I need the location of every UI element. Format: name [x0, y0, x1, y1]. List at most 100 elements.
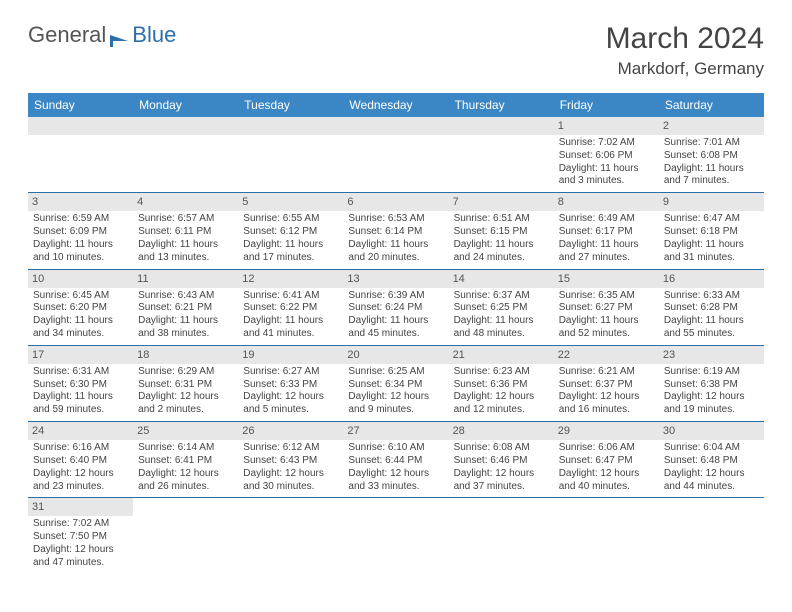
sunset-text: Sunset: 6:20 PM: [33, 302, 128, 315]
daylight-text: and 9 minutes.: [348, 404, 443, 417]
dayhead-sat: Saturday: [659, 93, 764, 117]
daylight-text: Daylight: 12 hours: [348, 391, 443, 404]
calendar: Sunday Monday Tuesday Wednesday Thursday…: [28, 93, 764, 574]
calendar-cell: 10Sunrise: 6:45 AMSunset: 6:20 PMDayligh…: [28, 270, 133, 345]
sunset-text: Sunset: 6:46 PM: [454, 455, 549, 468]
day-number: 10: [28, 270, 133, 288]
daylight-text: and 30 minutes.: [243, 481, 338, 494]
day-number: 21: [449, 346, 554, 364]
daylight-text: and 7 minutes.: [664, 175, 759, 188]
sunrise-text: Sunrise: 6:14 AM: [138, 442, 233, 455]
daylight-text: and 52 minutes.: [559, 328, 654, 341]
page-title: March 2024: [606, 22, 764, 56]
sunrise-text: Sunrise: 6:27 AM: [243, 366, 338, 379]
calendar-cell: [659, 498, 764, 573]
sunrise-text: Sunrise: 6:41 AM: [243, 290, 338, 303]
sunset-text: Sunset: 6:27 PM: [559, 302, 654, 315]
calendar-cell: [449, 117, 554, 192]
sunrise-text: Sunrise: 6:21 AM: [559, 366, 654, 379]
day-number: 13: [343, 270, 448, 288]
calendar-cell: [133, 117, 238, 192]
day-number: 14: [449, 270, 554, 288]
daylight-text: Daylight: 12 hours: [348, 468, 443, 481]
sunset-text: Sunset: 6:15 PM: [454, 226, 549, 239]
sunrise-text: Sunrise: 6:53 AM: [348, 213, 443, 226]
day-number-empty: [449, 117, 554, 135]
daylight-text: and 33 minutes.: [348, 481, 443, 494]
calendar-cell: [238, 498, 343, 573]
daylight-text: and 37 minutes.: [454, 481, 549, 494]
calendar-cell: [343, 498, 448, 573]
calendar-cell: 8Sunrise: 6:49 AMSunset: 6:17 PMDaylight…: [554, 193, 659, 268]
daylight-text: Daylight: 12 hours: [33, 468, 128, 481]
daylight-text: and 23 minutes.: [33, 481, 128, 494]
daylight-text: and 26 minutes.: [138, 481, 233, 494]
daylight-text: Daylight: 12 hours: [664, 468, 759, 481]
calendar-cell: 4Sunrise: 6:57 AMSunset: 6:11 PMDaylight…: [133, 193, 238, 268]
daylight-text: and 47 minutes.: [33, 557, 128, 570]
sunrise-text: Sunrise: 6:08 AM: [454, 442, 549, 455]
dayhead-wed: Wednesday: [343, 93, 448, 117]
daylight-text: Daylight: 12 hours: [454, 468, 549, 481]
sunrise-text: Sunrise: 6:10 AM: [348, 442, 443, 455]
day-number: 6: [343, 193, 448, 211]
location-subtitle: Markdorf, Germany: [606, 59, 764, 79]
sunrise-text: Sunrise: 7:01 AM: [664, 137, 759, 150]
calendar-cell: 18Sunrise: 6:29 AMSunset: 6:31 PMDayligh…: [133, 346, 238, 421]
sunrise-text: Sunrise: 6:59 AM: [33, 213, 128, 226]
dayhead-mon: Monday: [133, 93, 238, 117]
day-number: 17: [28, 346, 133, 364]
calendar-cell: 21Sunrise: 6:23 AMSunset: 6:36 PMDayligh…: [449, 346, 554, 421]
sunset-text: Sunset: 6:47 PM: [559, 455, 654, 468]
daylight-text: and 31 minutes.: [664, 252, 759, 265]
day-number: 4: [133, 193, 238, 211]
daylight-text: and 45 minutes.: [348, 328, 443, 341]
day-number: 20: [343, 346, 448, 364]
dayhead-sun: Sunday: [28, 93, 133, 117]
sunset-text: Sunset: 6:43 PM: [243, 455, 338, 468]
calendar-cell: [449, 498, 554, 573]
dayhead-fri: Friday: [554, 93, 659, 117]
calendar-cell: 2Sunrise: 7:01 AMSunset: 6:08 PMDaylight…: [659, 117, 764, 192]
day-number-empty: [343, 117, 448, 135]
day-number: 23: [659, 346, 764, 364]
sunset-text: Sunset: 6:41 PM: [138, 455, 233, 468]
sunset-text: Sunset: 6:34 PM: [348, 379, 443, 392]
sunset-text: Sunset: 6:40 PM: [33, 455, 128, 468]
sunset-text: Sunset: 6:30 PM: [33, 379, 128, 392]
sunset-text: Sunset: 6:06 PM: [559, 150, 654, 163]
daylight-text: and 13 minutes.: [138, 252, 233, 265]
sunset-text: Sunset: 7:50 PM: [33, 531, 128, 544]
daylight-text: Daylight: 11 hours: [243, 239, 338, 252]
daylight-text: Daylight: 11 hours: [559, 163, 654, 176]
calendar-week: 10Sunrise: 6:45 AMSunset: 6:20 PMDayligh…: [28, 270, 764, 346]
day-number: 29: [554, 422, 659, 440]
calendar-cell: 14Sunrise: 6:37 AMSunset: 6:25 PMDayligh…: [449, 270, 554, 345]
daylight-text: and 12 minutes.: [454, 404, 549, 417]
sunrise-text: Sunrise: 6:23 AM: [454, 366, 549, 379]
dayhead-tue: Tuesday: [238, 93, 343, 117]
daylight-text: and 55 minutes.: [664, 328, 759, 341]
calendar-cell: 29 Sunrise: 6:06 AMSunset: 6:47 PMDayligh…: [554, 422, 659, 497]
sunrise-text: Sunrise: 6:49 AM: [559, 213, 654, 226]
daylight-text: Daylight: 12 hours: [138, 391, 233, 404]
calendar-cell: 22Sunrise: 6:21 AMSunset: 6:37 PMDayligh…: [554, 346, 659, 421]
sunset-text: Sunset: 6:24 PM: [348, 302, 443, 315]
daylight-text: and 5 minutes.: [243, 404, 338, 417]
daylight-text: Daylight: 12 hours: [559, 468, 654, 481]
daylight-text: Daylight: 12 hours: [559, 391, 654, 404]
calendar-cell: 12Sunrise: 6:41 AMSunset: 6:22 PMDayligh…: [238, 270, 343, 345]
sunrise-text: Sunrise: 6:37 AM: [454, 290, 549, 303]
calendar-cell: 5Sunrise: 6:55 AMSunset: 6:12 PMDaylight…: [238, 193, 343, 268]
sunset-text: Sunset: 6:25 PM: [454, 302, 549, 315]
sunrise-text: Sunrise: 6:06 AM: [559, 442, 654, 455]
day-number: 28: [449, 422, 554, 440]
calendar-cell: 17Sunrise: 6:31 AMSunset: 6:30 PMDayligh…: [28, 346, 133, 421]
day-number: 22: [554, 346, 659, 364]
day-number: 19: [238, 346, 343, 364]
daylight-text: Daylight: 11 hours: [138, 315, 233, 328]
daylight-text: and 2 minutes.: [138, 404, 233, 417]
sunset-text: Sunset: 6:18 PM: [664, 226, 759, 239]
daylight-text: Daylight: 11 hours: [664, 315, 759, 328]
calendar-cell: 20Sunrise: 6:25 AMSunset: 6:34 PMDayligh…: [343, 346, 448, 421]
